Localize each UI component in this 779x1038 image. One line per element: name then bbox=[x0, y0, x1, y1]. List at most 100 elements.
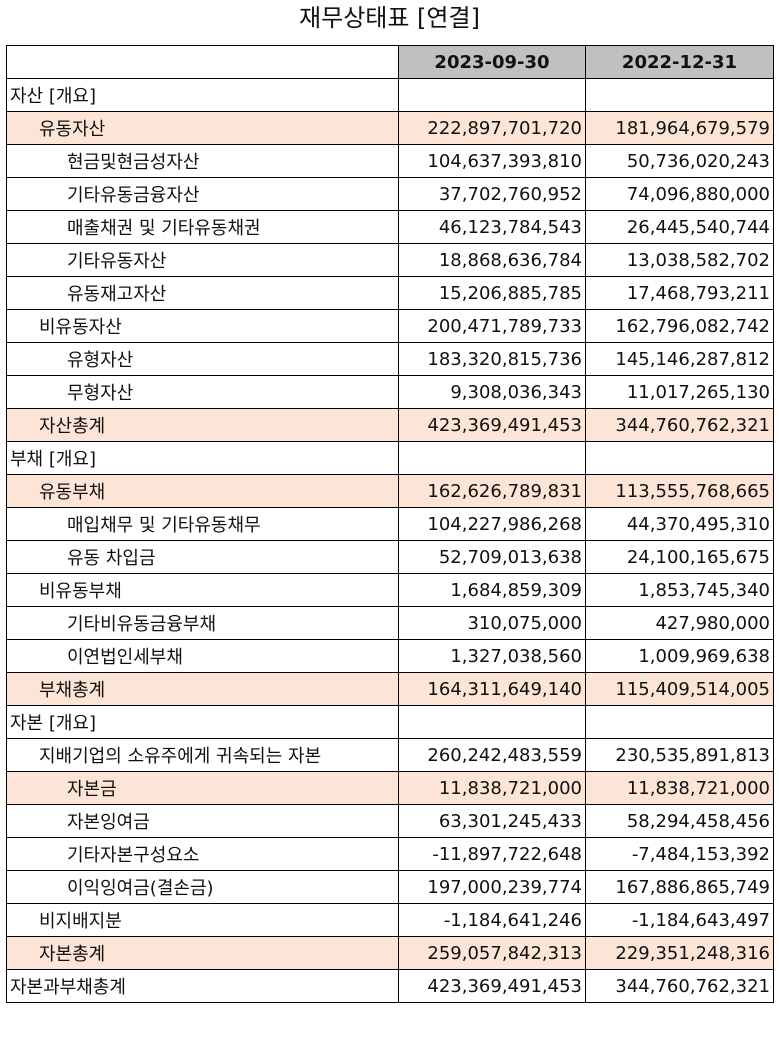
value-2023-09-30: 259,057,842,313 bbox=[398, 936, 586, 970]
value-2022-12-31: 44,370,495,310 bbox=[585, 507, 774, 541]
value-2022-12-31: 167,886,865,749 bbox=[585, 870, 774, 904]
table-row: 자본총계 259,057,842,313 229,351,248,316 bbox=[6, 936, 774, 970]
value-2022-12-31: 1,853,745,340 bbox=[585, 573, 774, 607]
value-2023-09-30: 162,626,789,831 bbox=[398, 474, 586, 508]
table-row: 비유동부채 1,684,859,309 1,853,745,340 bbox=[6, 573, 774, 607]
value-2023-09-30: 52,709,013,638 bbox=[398, 540, 586, 574]
table-row: 비유동자산 200,471,789,733 162,796,082,742 bbox=[6, 309, 774, 343]
row-label: 기타유동자산 bbox=[6, 243, 399, 277]
row-label: 비유동자산 bbox=[6, 309, 399, 343]
value-2023-09-30 bbox=[398, 441, 586, 475]
value-2022-12-31: 24,100,165,675 bbox=[585, 540, 774, 574]
value-2023-09-30: 46,123,784,543 bbox=[398, 210, 586, 244]
value-2023-09-30: 15,206,885,785 bbox=[398, 276, 586, 310]
table-row: 기타비유동금융부채 310,075,000 427,980,000 bbox=[6, 606, 774, 640]
table-row: 자본잉여금 63,301,245,433 58,294,458,456 bbox=[6, 804, 774, 838]
header-label-cell bbox=[6, 45, 399, 79]
row-label: 자산 [개요] bbox=[6, 78, 399, 112]
row-label: 유동자산 bbox=[6, 111, 399, 145]
value-2023-09-30: 222,897,701,720 bbox=[398, 111, 586, 145]
row-label: 자본금 bbox=[6, 771, 399, 805]
table-row: 자본과부채총계 423,369,491,453 344,760,762,321 bbox=[6, 969, 774, 1003]
value-2022-12-31: 145,146,287,812 bbox=[585, 342, 774, 376]
table-row: 부채총계 164,311,649,140 115,409,514,005 bbox=[6, 672, 774, 706]
table-row: 무형자산 9,308,036,343 11,017,265,130 bbox=[6, 375, 774, 409]
value-2023-09-30: 423,369,491,453 bbox=[398, 969, 586, 1003]
header-period-prior: 2022-12-31 bbox=[585, 45, 774, 79]
value-2023-09-30: 164,311,649,140 bbox=[398, 672, 586, 706]
value-2023-09-30: 18,868,636,784 bbox=[398, 243, 586, 277]
row-label: 비유동부채 bbox=[6, 573, 399, 607]
value-2023-09-30: 183,320,815,736 bbox=[398, 342, 586, 376]
value-2022-12-31: -1,184,643,497 bbox=[585, 903, 774, 937]
table-row: 이연법인세부채 1,327,038,560 1,009,969,638 bbox=[6, 639, 774, 673]
value-2022-12-31: 115,409,514,005 bbox=[585, 672, 774, 706]
value-2022-12-31 bbox=[585, 441, 774, 475]
value-2022-12-31 bbox=[585, 78, 774, 112]
row-label: 현금및현금성자산 bbox=[6, 144, 399, 178]
value-2023-09-30: 1,684,859,309 bbox=[398, 573, 586, 607]
table-row: 자본금 11,838,721,000 11,838,721,000 bbox=[6, 771, 774, 805]
table-row: 자산 [개요] bbox=[6, 78, 774, 112]
value-2022-12-31: 229,351,248,316 bbox=[585, 936, 774, 970]
row-label: 자본과부채총계 bbox=[6, 969, 399, 1003]
table-header-row: 2023-09-30 2022-12-31 bbox=[6, 45, 774, 79]
table-row: 매입채무 및 기타유동채무 104,227,986,268 44,370,495,3… bbox=[6, 507, 774, 541]
table-row: 유동재고자산 15,206,885,785 17,468,793,211 bbox=[6, 276, 774, 310]
row-label: 자본잉여금 bbox=[6, 804, 399, 838]
row-label: 무형자산 bbox=[6, 375, 399, 409]
row-label: 유동부채 bbox=[6, 474, 399, 508]
row-label: 매출채권 및 기타유동채권 bbox=[6, 210, 399, 244]
value-2023-09-30: 310,075,000 bbox=[398, 606, 586, 640]
table-row: 이익잉여금(결손금) 197,000,239,774 167,886,865,749 bbox=[6, 870, 774, 904]
value-2022-12-31 bbox=[585, 705, 774, 739]
table-row: 부채 [개요] bbox=[6, 441, 774, 475]
table-row: 기타자본구성요소 -11,897,722,648 -7,484,153,392 bbox=[6, 837, 774, 871]
header-period-current: 2023-09-30 bbox=[398, 45, 586, 79]
row-label: 매입채무 및 기타유동채무 bbox=[6, 507, 399, 541]
table-row: 지배기업의 소유주에게 귀속되는 자본 260,242,483,559 230,53… bbox=[6, 738, 774, 772]
table-row: 기타유동금융자산 37,702,760,952 74,096,880,000 bbox=[6, 177, 774, 211]
value-2023-09-30: 11,838,721,000 bbox=[398, 771, 586, 805]
value-2023-09-30: 197,000,239,774 bbox=[398, 870, 586, 904]
value-2023-09-30: 104,637,393,810 bbox=[398, 144, 586, 178]
value-2022-12-31: 17,468,793,211 bbox=[585, 276, 774, 310]
value-2023-09-30 bbox=[398, 78, 586, 112]
table-row: 기타유동자산 18,868,636,784 13,038,582,702 bbox=[6, 243, 774, 277]
row-label: 자본 [개요] bbox=[6, 705, 399, 739]
row-label: 이연법인세부채 bbox=[6, 639, 399, 673]
value-2023-09-30: 1,327,038,560 bbox=[398, 639, 586, 673]
value-2022-12-31: 344,760,762,321 bbox=[585, 408, 774, 442]
value-2022-12-31: 13,038,582,702 bbox=[585, 243, 774, 277]
value-2022-12-31: 11,017,265,130 bbox=[585, 375, 774, 409]
value-2022-12-31: 344,760,762,321 bbox=[585, 969, 774, 1003]
value-2023-09-30: 63,301,245,433 bbox=[398, 804, 586, 838]
value-2023-09-30: 37,702,760,952 bbox=[398, 177, 586, 211]
value-2023-09-30: 260,242,483,559 bbox=[398, 738, 586, 772]
value-2022-12-31: 26,445,540,744 bbox=[585, 210, 774, 244]
balance-sheet-table: 2023-09-30 2022-12-31 자산 [개요] 유동자산 222,897… bbox=[6, 45, 774, 1003]
row-label: 유동 차입금 bbox=[6, 540, 399, 574]
row-label: 비지배지분 bbox=[6, 903, 399, 937]
value-2022-12-31: 58,294,458,456 bbox=[585, 804, 774, 838]
row-label: 기타유동금융자산 bbox=[6, 177, 399, 211]
value-2023-09-30 bbox=[398, 705, 586, 739]
value-2022-12-31: 230,535,891,813 bbox=[585, 738, 774, 772]
value-2022-12-31: 74,096,880,000 bbox=[585, 177, 774, 211]
row-label: 이익잉여금(결손금) bbox=[6, 870, 399, 904]
row-label: 부채총계 bbox=[6, 672, 399, 706]
row-label: 부채 [개요] bbox=[6, 441, 399, 475]
value-2022-12-31: 11,838,721,000 bbox=[585, 771, 774, 805]
value-2023-09-30: -11,897,722,648 bbox=[398, 837, 586, 871]
value-2023-09-30: -1,184,641,246 bbox=[398, 903, 586, 937]
row-label: 지배기업의 소유주에게 귀속되는 자본 bbox=[6, 738, 399, 772]
row-label: 자산총계 bbox=[6, 408, 399, 442]
table-row: 유형자산 183,320,815,736 145,146,287,812 bbox=[6, 342, 774, 376]
value-2022-12-31: 113,555,768,665 bbox=[585, 474, 774, 508]
value-2022-12-31: 1,009,969,638 bbox=[585, 639, 774, 673]
table-row: 자산총계 423,369,491,453 344,760,762,321 bbox=[6, 408, 774, 442]
table-row: 매출채권 및 기타유동채권 46,123,784,543 26,445,540,74… bbox=[6, 210, 774, 244]
row-label: 유형자산 bbox=[6, 342, 399, 376]
row-label: 유동재고자산 bbox=[6, 276, 399, 310]
value-2023-09-30: 104,227,986,268 bbox=[398, 507, 586, 541]
